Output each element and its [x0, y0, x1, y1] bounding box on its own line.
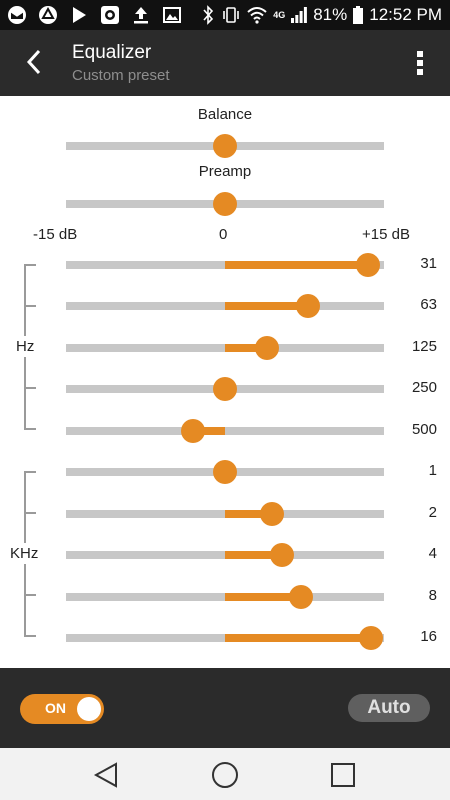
slider-thumb[interactable] — [213, 460, 237, 484]
slider-fill — [225, 261, 369, 269]
band-slider-8[interactable] — [66, 583, 384, 611]
slider-fill — [225, 302, 308, 310]
band-frequency-label: 500 — [411, 421, 437, 438]
khz-group-label: KHz — [10, 543, 39, 564]
band-frequency-label: 31 — [420, 255, 437, 272]
band-slider-500[interactable] — [66, 417, 384, 445]
preamp-label: Preamp — [198, 163, 252, 180]
slider-thumb[interactable] — [289, 585, 314, 609]
nav-back-button[interactable] — [89, 758, 123, 792]
band-slider-125[interactable] — [66, 334, 384, 362]
slider-thumb[interactable] — [181, 419, 206, 443]
overflow-menu-button[interactable] — [408, 48, 432, 78]
band-slider-63[interactable] — [66, 292, 384, 320]
band-frequency-label: 16 — [420, 628, 437, 645]
play-store-icon — [68, 4, 90, 26]
band-slider-31[interactable] — [66, 251, 384, 279]
slider-thumb[interactable] — [270, 543, 295, 567]
slider-fill — [225, 593, 302, 601]
gallery-icon — [161, 4, 183, 26]
slider-fill — [225, 634, 372, 642]
slider-fill — [193, 427, 225, 435]
slider-thumb[interactable] — [255, 336, 280, 360]
chevron-left-icon — [26, 49, 41, 75]
more-vert-icon — [417, 51, 423, 75]
slider-thumb[interactable] — [295, 294, 320, 318]
slider-track — [66, 427, 384, 435]
scale-min-label: -15 dB — [33, 226, 78, 243]
band-frequency-label: 8 — [428, 587, 437, 604]
network-4g-icon: 4G — [273, 10, 286, 20]
slider-thumb[interactable] — [213, 134, 237, 158]
clock: 12:52 PM — [369, 5, 442, 24]
band-frequency-label: 1 — [428, 462, 437, 479]
band-slider-2[interactable] — [66, 500, 384, 528]
scale-mid-label: 0 — [219, 226, 228, 243]
slider-fill — [225, 344, 268, 352]
band-slider-16[interactable] — [66, 624, 384, 652]
band-slider-1[interactable] — [66, 458, 384, 486]
nav-home-button[interactable] — [208, 758, 242, 792]
control-bar: ON Auto — [0, 668, 450, 748]
band-frequency-label: 250 — [411, 379, 437, 396]
camera-icon — [99, 4, 121, 26]
scale-max-label: +15 dB — [362, 226, 410, 243]
toggle-knob — [77, 697, 101, 721]
slider-fill — [225, 551, 283, 559]
battery-level: 81% — [313, 5, 348, 24]
upload-icon — [130, 4, 152, 26]
equalizer-panel: Balance Preamp -15 dB 0 +15 dB Hz KHz 31… — [0, 96, 450, 668]
home-circle-icon — [212, 762, 238, 788]
band-frequency-label: 125 — [411, 338, 437, 355]
balance-slider[interactable] — [66, 132, 384, 160]
band-slider-250[interactable] — [66, 375, 384, 403]
page-title: Equalizer — [72, 42, 152, 63]
band-slider-4[interactable] — [66, 541, 384, 569]
bluetooth-icon — [201, 5, 215, 25]
battery-icon — [353, 6, 364, 24]
auto-button[interactable]: Auto — [348, 694, 430, 722]
band-frequency-label: 63 — [420, 296, 437, 313]
toggle-label: ON — [45, 700, 66, 716]
slider-thumb[interactable] — [213, 377, 237, 401]
back-button[interactable] — [16, 44, 52, 80]
wifi-icon — [247, 6, 267, 24]
equalizer-toggle[interactable]: ON — [20, 694, 104, 724]
band-frequency-label: 4 — [428, 545, 437, 562]
signal-icon — [291, 7, 308, 23]
status-bar: 4G 81% 12:52 PM — [0, 0, 450, 30]
balance-label: Balance — [197, 106, 253, 123]
drive-icon — [37, 4, 59, 26]
slider-thumb[interactable] — [259, 502, 284, 526]
vibrate-icon — [221, 5, 241, 25]
slider-thumb[interactable] — [359, 626, 384, 650]
back-triangle-icon — [93, 762, 117, 788]
nav-recents-button[interactable] — [326, 758, 360, 792]
hz-group-label: Hz — [16, 336, 35, 357]
slider-fill — [225, 510, 272, 518]
band-frequency-label: 2 — [428, 504, 437, 521]
slider-thumb[interactable] — [213, 192, 237, 216]
slider-thumb[interactable] — [356, 253, 381, 277]
navigation-bar — [0, 748, 450, 800]
gmail-icon — [6, 4, 28, 26]
app-bar: Equalizer Custom preset — [0, 30, 450, 96]
recents-square-icon — [331, 763, 355, 787]
preamp-slider[interactable] — [66, 190, 384, 218]
preset-name: Custom preset — [72, 67, 170, 84]
